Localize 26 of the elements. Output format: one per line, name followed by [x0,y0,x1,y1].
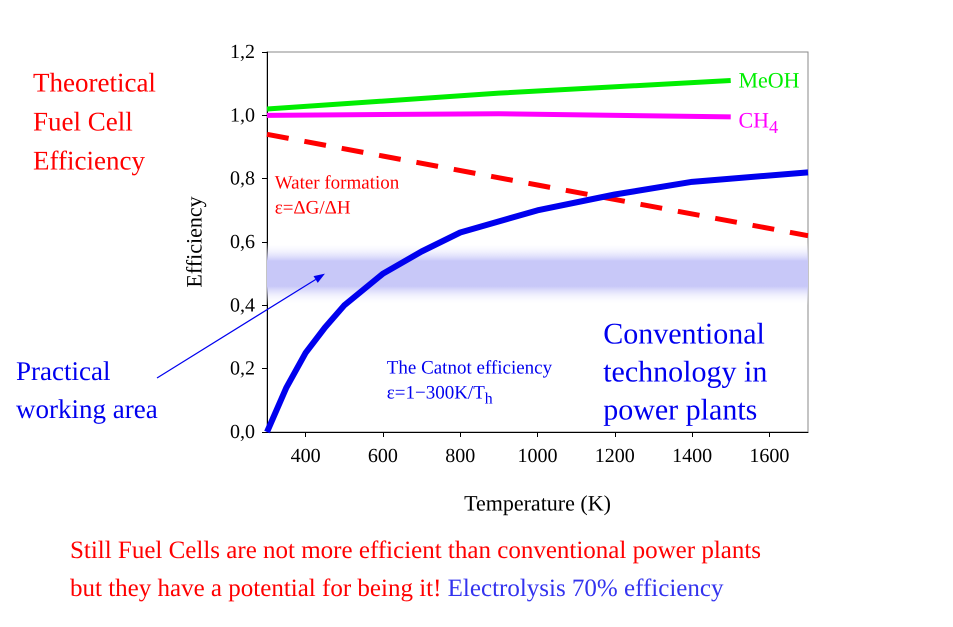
y-axis-title: Efficiency [182,196,206,288]
series-label: CH$_{4}$ [738,106,778,140]
series-label: MeOH [738,66,800,94]
x-tick-label: 1600 [749,445,790,467]
text: Still Fuel Cells are not more efficient than conventional power plants [70,537,762,564]
text: Theoretical Fuel Cell Efficiency [33,68,163,176]
annotation: Conventional technology in power plants [603,317,775,426]
band-label: Practical working area [16,356,158,424]
y-tick-label: 0,8 [230,168,255,190]
x-tick-label: 1000 [518,445,558,467]
x-tick-label: 600 [368,445,398,467]
y-tick-label: 0,2 [230,358,255,380]
text: The Catnot efficiency ε=1−300K/T$_{h}$ [386,356,554,409]
x-axis-title: Temperature (K) [464,490,611,516]
y-tick-label: 0,0 [230,421,255,443]
text: Electrolysis 70% efficiency [448,575,724,602]
y-tick-label: 1,2 [230,41,255,63]
x-tick-label: 1400 [672,445,712,467]
series-label: Water formation ε=ΔG/ΔH [274,171,400,220]
text: but they have a potential for being it! [70,575,442,602]
y-tick-label: 0,6 [230,231,255,253]
x-tick-label: 1200 [594,445,635,467]
x-tick-label: 400 [290,445,321,467]
y-tick-label: 1,0 [230,104,255,126]
x-tick-label: 800 [445,445,476,467]
y-tick-label: 0,4 [230,294,255,316]
